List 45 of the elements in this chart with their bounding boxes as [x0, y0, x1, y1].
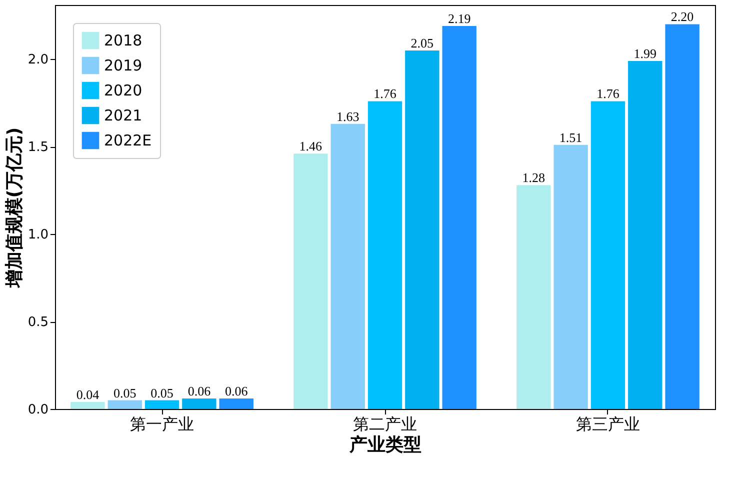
bar — [628, 60, 662, 409]
x-tick-label: 第三产业 — [576, 414, 640, 434]
data-label: 0.05 — [113, 385, 136, 400]
data-label: 0.04 — [76, 387, 100, 402]
legend-label: 2018 — [104, 32, 142, 50]
bar — [405, 50, 440, 409]
data-label: 0.06 — [224, 384, 248, 399]
data-label: 0.06 — [188, 384, 212, 399]
legend-label: 2022E — [104, 132, 152, 150]
bar — [182, 398, 216, 409]
y-tick-label: 1.0 — [28, 228, 48, 243]
data-label: 1.76 — [374, 86, 397, 102]
data-label: 1.28 — [522, 170, 546, 186]
bar — [442, 26, 476, 409]
x-tick-label: 第二产业 — [353, 414, 417, 434]
data-label: 2.05 — [410, 35, 434, 50]
y-tick-label: 1.5 — [28, 140, 48, 156]
y-tick-label: 0.5 — [28, 315, 48, 330]
bar — [219, 398, 254, 409]
bar — [70, 402, 105, 409]
data-label: 1.99 — [634, 46, 657, 61]
data-label: 1.51 — [559, 130, 582, 145]
data-label: 2.19 — [448, 10, 471, 26]
bar — [330, 124, 365, 409]
bar — [554, 144, 588, 409]
data-label: 1.76 — [596, 86, 620, 102]
data-label: 1.63 — [336, 108, 360, 124]
x-tick-label: 第一产业 — [130, 414, 194, 434]
data-label: 1.46 — [299, 138, 323, 154]
legend-label: 2019 — [104, 56, 142, 74]
bar — [590, 101, 626, 409]
legend-label: 2020 — [104, 82, 142, 100]
bar — [368, 101, 402, 409]
y-tick-label: 2.0 — [28, 52, 48, 68]
data-label: 0.05 — [150, 385, 174, 400]
y-axis-title: 增加值规模(万亿元) — [4, 127, 25, 289]
data-label: 2.20 — [670, 9, 694, 24]
bar — [294, 154, 328, 409]
bar — [144, 400, 180, 409]
legend-label: 2021 — [104, 106, 142, 124]
y-tick-label: 0.0 — [28, 402, 48, 418]
bar — [665, 24, 700, 409]
x-axis-title: 产业类型 — [348, 434, 422, 456]
bar — [108, 400, 142, 409]
bar — [516, 185, 551, 409]
